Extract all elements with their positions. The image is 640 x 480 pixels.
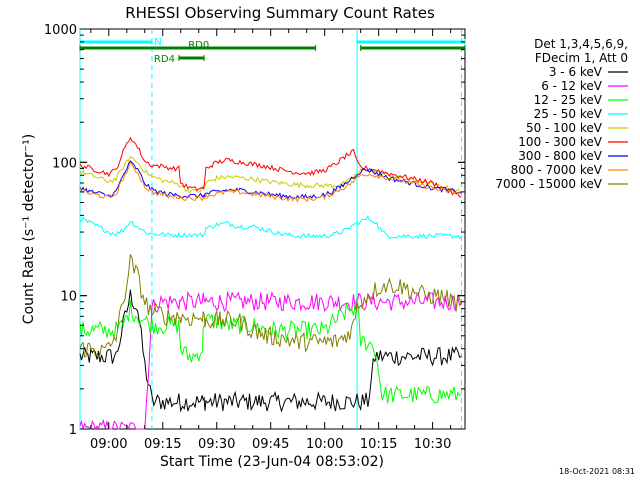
flag-bars: N RD0 RD4 <box>79 37 466 65</box>
vertical-markers <box>79 29 462 429</box>
legend-entry-label: 7000 - 15000 keV <box>495 177 602 191</box>
y-tick-label: 1 <box>69 423 77 438</box>
chart-title: RHESSI Observing Summary Count Rates <box>125 4 435 22</box>
x-tick-label: 09:45 <box>252 437 289 452</box>
x-axis-label: Start Time (23-Jun-04 08:53:02) <box>160 454 384 470</box>
legend-entry-label: 3 - 6 keV <box>549 65 603 79</box>
series-line <box>79 136 462 198</box>
legend-entry-label: 6 - 12 keV <box>541 79 603 93</box>
legend: Det 1,3,4,5,6,9,FDecim 1, Att 03 - 6 keV… <box>495 37 628 191</box>
y-axis: 1 10 100 1000 <box>44 23 465 438</box>
x-tick-label: 09:15 <box>144 437 181 452</box>
series-line <box>79 289 462 413</box>
series-lines <box>79 136 462 431</box>
legend-entry-label: 50 - 100 keV <box>526 121 603 135</box>
x-tick-label: 10:15 <box>360 437 397 452</box>
y-axis-label: Count Rate (s⁻¹ detector⁻¹) <box>21 134 37 324</box>
x-tick-label: 09:00 <box>90 437 127 452</box>
series-line <box>79 290 462 431</box>
flag-label-n: N <box>154 37 161 48</box>
legend-entry-label: 800 - 7000 keV <box>511 163 603 177</box>
series-line <box>79 215 462 240</box>
flag-label-rd4: RD4 <box>154 54 175 65</box>
legend-entry-label: 100 - 300 keV <box>518 135 602 149</box>
y-tick-label: 100 <box>52 156 77 171</box>
y-tick-label: 10 <box>60 290 77 305</box>
y-tick-label: 1000 <box>44 23 77 38</box>
legend-header: FDecim 1, Att 0 <box>535 51 628 65</box>
plot-area: N RD0 RD4 09:00 09:15 09:30 09:45 10:00 10:15 10… <box>44 23 466 452</box>
series-line <box>79 161 462 203</box>
x-tick-label: 09:30 <box>198 437 235 452</box>
plot-frame <box>79 28 466 430</box>
legend-entry-label: 25 - 50 keV <box>534 107 603 121</box>
series-line <box>79 254 462 359</box>
footer-date: 18-Oct-2021 08:31 <box>559 467 635 476</box>
series-line <box>79 155 462 194</box>
x-tick-label: 10:30 <box>414 437 451 452</box>
legend-entry-label: 300 - 800 keV <box>518 149 602 163</box>
legend-header: Det 1,3,4,5,6,9, <box>534 37 628 51</box>
flag-label-rd0: RD0 <box>188 40 209 51</box>
x-tick-label: 10:00 <box>306 437 343 452</box>
x-axis: 09:00 09:15 09:30 09:45 10:00 10:15 10:30 <box>90 29 451 452</box>
series-line <box>79 160 462 200</box>
legend-entry-label: 12 - 25 keV <box>534 93 603 107</box>
series-line <box>79 297 462 404</box>
